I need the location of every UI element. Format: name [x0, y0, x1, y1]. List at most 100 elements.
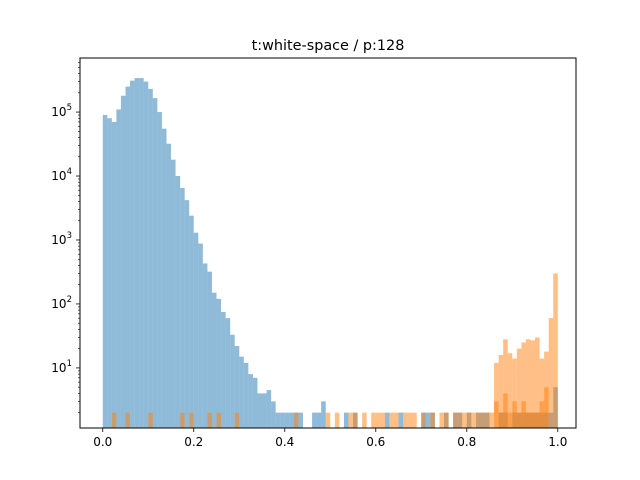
- histogram-bar: [316, 412, 322, 428]
- histogram-bar: [389, 412, 394, 428]
- histogram-bar: [257, 393, 263, 428]
- histogram-bar: [111, 121, 117, 428]
- histogram-bar: [116, 109, 121, 428]
- histogram-bar: [216, 412, 222, 428]
- histogram-bar: [193, 232, 199, 428]
- histogram-bar: [403, 412, 408, 428]
- histogram-bar: [298, 412, 303, 428]
- histogram-bar: [248, 374, 253, 428]
- y-tick-label: 102: [51, 295, 72, 311]
- x-tick-label: 0.2: [184, 435, 203, 449]
- histogram-bar: [166, 143, 172, 428]
- histogram-bar: [143, 81, 149, 428]
- histogram-bar: [384, 412, 390, 428]
- histogram-bar: [139, 78, 144, 428]
- histogram-bar: [266, 390, 272, 428]
- histogram-bar: [348, 412, 354, 428]
- histogram-bar: [375, 412, 381, 428]
- histogram-bar: [184, 200, 190, 428]
- histogram-bar: [157, 112, 162, 428]
- histogram-bar: [262, 393, 267, 428]
- histogram-bar: [216, 298, 222, 428]
- histogram-bar: [393, 412, 399, 428]
- histogram-bar: [334, 412, 340, 428]
- histogram-bar: [125, 412, 131, 428]
- histogram-bar: [539, 358, 545, 428]
- histogram-bar: [407, 412, 413, 428]
- histogram-bar: [280, 412, 285, 428]
- histogram-bar: [148, 412, 153, 428]
- histogram-bar: [239, 356, 244, 428]
- x-tick-label: 0.8: [457, 435, 476, 449]
- histogram-bar: [293, 412, 299, 428]
- x-tick-label: 0.4: [275, 435, 294, 449]
- histogram-bar: [362, 412, 367, 428]
- histogram-bar: [130, 80, 135, 428]
- histogram-bar: [289, 412, 294, 428]
- histogram-bar: [484, 412, 490, 428]
- histogram-bar: [125, 86, 131, 428]
- histogram-bar: [102, 114, 108, 428]
- y-axis: 101 102 103 104 105: [51, 61, 80, 413]
- histogram-bar: [535, 337, 540, 428]
- x-tick-label: 1.0: [548, 435, 567, 449]
- histogram-bar: [371, 412, 376, 428]
- histogram-bar: [489, 412, 495, 428]
- histogram-bar: [466, 412, 472, 428]
- histogram-bar: [230, 334, 235, 428]
- histogram-bar: [444, 412, 449, 428]
- histogram-bar: [198, 243, 203, 428]
- histogram-bar: [275, 412, 281, 428]
- histogram-bar: [321, 401, 326, 428]
- histogram-bar: [494, 362, 499, 428]
- histogram-bar: [234, 346, 240, 428]
- y-tick-label: 105: [51, 103, 72, 119]
- histogram-bar: [507, 353, 513, 428]
- histogram-bar: [457, 412, 463, 428]
- histogram-bar: [120, 95, 126, 428]
- histogram-bar: [343, 412, 349, 428]
- histogram-bar: [521, 342, 526, 428]
- histogram-bar: [430, 412, 435, 428]
- histogram-bar: [530, 340, 536, 428]
- histogram-bar: [425, 412, 431, 428]
- histogram-bar: [544, 351, 549, 428]
- histogram-bar: [475, 412, 481, 428]
- histogram-bar: [453, 412, 458, 428]
- histogram-bar: [471, 412, 476, 428]
- histogram-bar: [312, 412, 317, 428]
- y-tick-label: 104: [51, 167, 72, 183]
- histogram-bar: [211, 292, 217, 428]
- histogram-bar: [148, 88, 153, 429]
- histogram-bar: [516, 348, 522, 428]
- histogram-bar: [284, 412, 290, 428]
- x-tick-label: 0.0: [93, 435, 112, 449]
- histogram-bar: [175, 176, 181, 428]
- histogram-bar: [111, 412, 117, 428]
- histogram-bar: [252, 377, 258, 428]
- histogram-bar: [207, 271, 212, 428]
- y-tick-label: 103: [51, 231, 72, 247]
- histogram-bar: [225, 318, 231, 428]
- histogram-bar: [202, 263, 208, 428]
- histogram-bar: [152, 98, 158, 429]
- x-axis: 0.0 0.2 0.4 0.6 0.8 1.0: [93, 428, 567, 449]
- histogram-bar: [380, 412, 385, 428]
- histogram-bar: [553, 273, 558, 428]
- histogram-bar: [548, 318, 554, 428]
- histogram-bar: [439, 412, 445, 428]
- y-tick-label: 101: [51, 359, 72, 375]
- histogram-bar: [243, 362, 249, 428]
- histogram-bar: [512, 358, 517, 428]
- histogram-bar: [180, 187, 185, 428]
- histogram-bar: [353, 412, 358, 428]
- histogram-bar: [189, 412, 194, 428]
- histogram-bar: [171, 159, 176, 428]
- histogram-bar: [525, 339, 531, 428]
- histogram-bar: [161, 128, 167, 428]
- histogram-bar: [221, 311, 226, 428]
- histogram-bar: [207, 412, 212, 428]
- histogram-bar: [107, 118, 112, 428]
- x-tick-label: 0.6: [366, 435, 385, 449]
